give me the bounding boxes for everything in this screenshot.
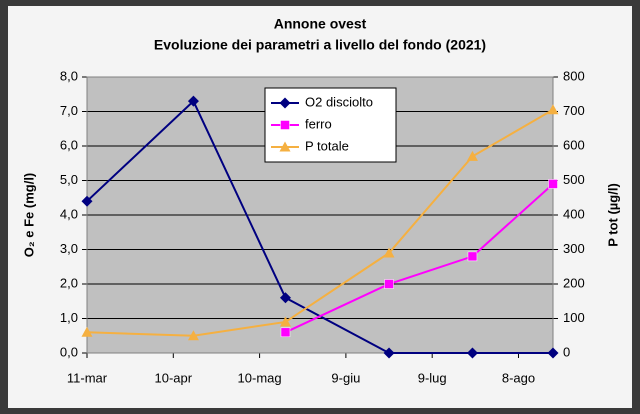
- x-tick-label: 10-mag: [238, 370, 282, 385]
- x-tick-label: 10-apr: [155, 370, 193, 385]
- marker: [187, 330, 199, 341]
- marker: [466, 347, 478, 359]
- marker: [467, 251, 478, 262]
- y2-tick-label: 800: [563, 68, 585, 83]
- y2-tick-label: 100: [563, 310, 585, 325]
- marker: [279, 292, 291, 304]
- y2-tick-label: 600: [563, 137, 585, 152]
- y-tick-label: 8,0: [60, 68, 78, 83]
- legend-label: ferro: [305, 116, 332, 131]
- chart-subtitle: Evoluzione dei parametri a livello del f…: [154, 37, 486, 53]
- marker: [466, 150, 478, 161]
- y2-tick-label: 0: [563, 344, 570, 359]
- y2-tick-label: 500: [563, 172, 585, 187]
- y-tick-label: 7,0: [60, 103, 78, 118]
- y2-axis-label: P tot (µg/l): [605, 183, 620, 247]
- x-tick-label: 11-mar: [67, 370, 108, 385]
- series-line: [285, 183, 554, 334]
- chart-title: Annone ovest: [274, 16, 367, 32]
- legend-label: O2 disciolto: [305, 94, 373, 109]
- marker: [279, 316, 291, 327]
- y-tick-label: 1,0: [60, 310, 78, 325]
- legend-label: P totale: [305, 138, 349, 153]
- marker: [383, 247, 395, 258]
- marker: [280, 120, 290, 130]
- marker: [547, 347, 559, 359]
- y-tick-label: 2,0: [60, 275, 78, 290]
- marker: [548, 179, 558, 189]
- marker: [187, 95, 199, 107]
- marker: [383, 347, 395, 359]
- marker: [81, 195, 93, 207]
- y-tick-label: 6,0: [60, 137, 78, 152]
- y2-tick-label: 400: [563, 206, 585, 221]
- marker: [384, 279, 394, 289]
- y-axis-label: O₂ e Fe (mg/l): [21, 173, 36, 258]
- marker: [81, 326, 93, 337]
- marker: [547, 104, 559, 115]
- x-tick-label: 9-giu: [331, 370, 360, 385]
- marker: [279, 141, 291, 152]
- y-tick-label: 4,0: [60, 206, 78, 221]
- marker: [280, 327, 291, 338]
- y-tick-label: 3,0: [60, 241, 78, 256]
- marker: [279, 97, 291, 109]
- series-line: [86, 99, 553, 354]
- y-tick-label: 0,0: [60, 344, 78, 359]
- plot-border: [86, 76, 554, 354]
- y2-tick-label: 300: [563, 241, 585, 256]
- series-line: [86, 108, 554, 337]
- x-tick-label: 8-ago: [502, 370, 535, 385]
- x-tick-label: 9-lug: [418, 370, 447, 385]
- y2-tick-label: 700: [563, 103, 585, 118]
- y-tick-label: 5,0: [60, 172, 78, 187]
- y2-tick-label: 200: [563, 275, 585, 290]
